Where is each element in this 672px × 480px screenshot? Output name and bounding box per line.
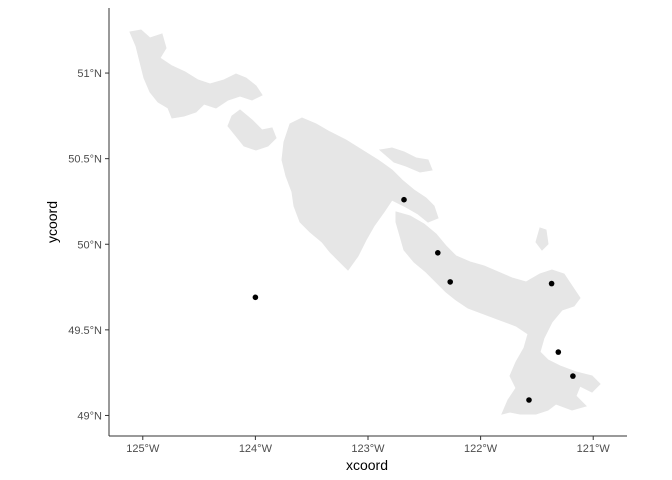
- x-tick-label-3: 123°W: [351, 443, 385, 455]
- x-tick-label-4: 122°W: [464, 443, 498, 455]
- data-point-7: [570, 373, 576, 379]
- land-part-5: [396, 212, 600, 414]
- x-axis-title: xcoord: [346, 457, 388, 473]
- y-tick-label-5: 51°N: [77, 68, 102, 80]
- y-tick-label-1: 49°N: [77, 410, 102, 422]
- x-tick-label-1: 125°W: [126, 443, 160, 455]
- y-tick-label-2: 49.5°N: [68, 325, 102, 337]
- land-polygon: [130, 30, 600, 414]
- data-point-8: [526, 397, 532, 403]
- land-part-6: [536, 228, 548, 250]
- x-tick-label-5: 121°W: [577, 443, 611, 455]
- data-point-1: [253, 295, 259, 301]
- data-point-5: [549, 281, 555, 287]
- data-point-2: [401, 197, 407, 203]
- data-point-6: [556, 349, 562, 355]
- land-part-2: [228, 110, 276, 150]
- y-tick-label-4: 50.5°N: [68, 154, 102, 166]
- y-axis-title: ycoord: [44, 201, 60, 243]
- x-tick-label-2: 124°W: [239, 443, 273, 455]
- y-tick-label-3: 50°N: [77, 239, 102, 251]
- land-part-1: [130, 30, 262, 118]
- data-point-3: [435, 250, 441, 256]
- data-point-4: [447, 279, 453, 285]
